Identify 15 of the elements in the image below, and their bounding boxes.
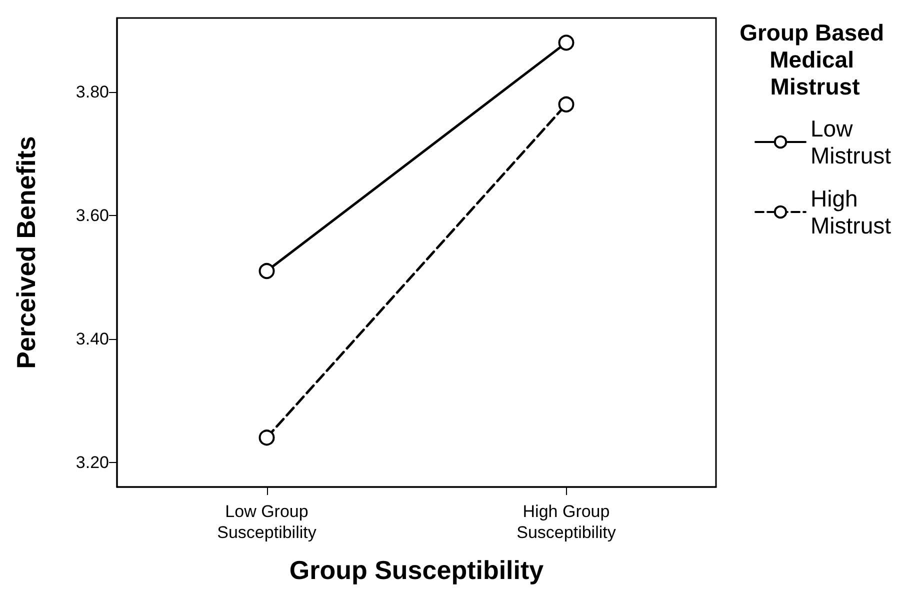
x-tick-label: Low Group Susceptibility: [217, 502, 317, 542]
legend-title: Group Based Medical Mistrust: [740, 20, 890, 100]
y-tick-label: 3.80: [76, 82, 109, 102]
legend-label: High Mistrust: [810, 186, 892, 238]
point: [558, 34, 574, 51]
y-tick-label: 3.40: [76, 329, 109, 348]
y-axis-title: Perceived Benefits: [11, 136, 41, 369]
point: [258, 263, 275, 280]
x-tick-label: High Group Susceptibility: [516, 502, 616, 542]
point: [258, 430, 275, 446]
y-tick-label: 3.20: [76, 452, 109, 472]
legend-label: Low Mistrust: [810, 116, 892, 168]
point: [558, 96, 574, 112]
y-tick-label: 3.60: [76, 206, 109, 225]
x-axis-title: Group Susceptibility: [289, 555, 544, 585]
